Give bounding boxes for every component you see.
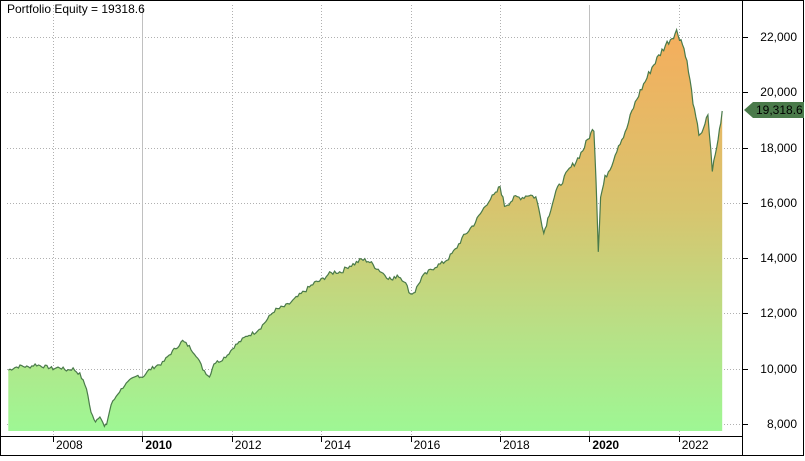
last-value-label: 19,318.6 [756,103,803,117]
x-tick-label: 2016 [413,438,441,452]
y-tick-label: 14,000 [760,251,797,266]
x-tick-label: 2012 [234,438,262,452]
y-tick-label: 18,000 [760,140,797,155]
y-tick-label: 12,000 [760,306,797,321]
x-tick-label: 2020 [592,438,620,452]
x-tick-label: 2008 [56,438,83,452]
x-tick-label: 2014 [324,438,351,452]
last-value-marker [744,102,804,118]
equity-area [8,27,723,431]
x-tick-label: 2022 [681,438,709,452]
y-tick-label: 16,000 [760,195,797,210]
x-tick-label: 2018 [503,438,530,452]
equity-line [8,27,723,428]
equity-fill [8,29,723,431]
chart-title: Portfolio Equity = 19318.6 [7,2,145,16]
y-tick-label: 20,000 [760,85,797,100]
y-tick-label: 22,000 [760,29,797,44]
y-tick-label: 8,000 [766,417,797,431]
y-tick-label: 10,000 [760,361,797,376]
axis-ticks [53,37,748,442]
x-tick-label: 2010 [145,438,173,452]
